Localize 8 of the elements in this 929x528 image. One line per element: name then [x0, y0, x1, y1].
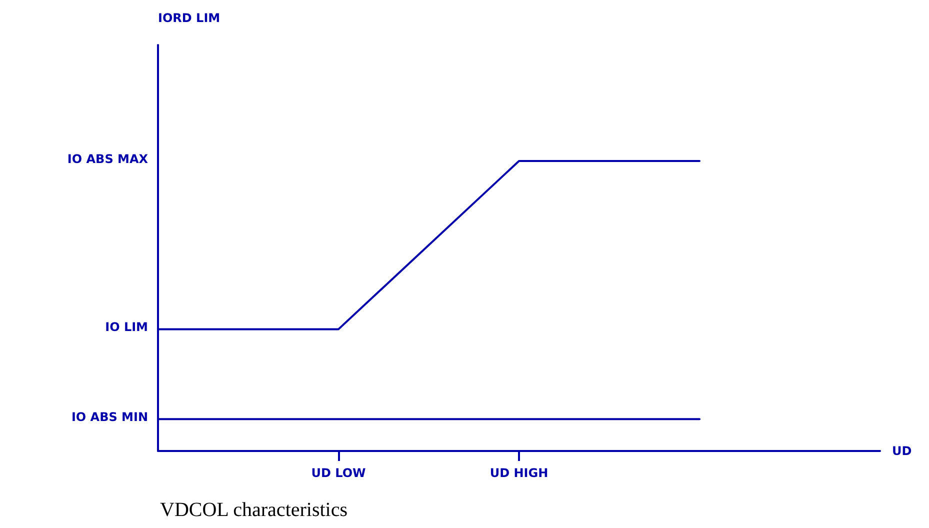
text: IO ABS MIN	[71, 410, 148, 424]
x-tick-label: UD LOW	[311, 466, 366, 480]
text: IO ABS MAX	[67, 152, 149, 166]
x-tick-label: UD HIGH	[490, 466, 548, 480]
x-axis-title: UD	[892, 444, 912, 458]
text: IO LIM	[105, 320, 148, 334]
text: IORD LIM	[158, 11, 220, 25]
text: VDCOL characteristics	[160, 499, 348, 521]
